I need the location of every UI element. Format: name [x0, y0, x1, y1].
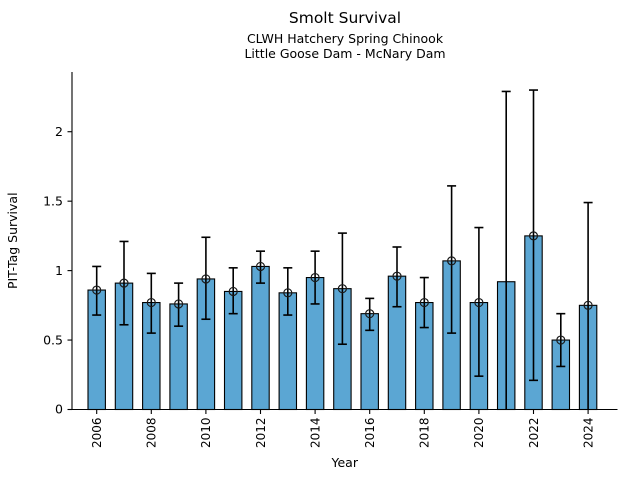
axes	[71, 72, 618, 411]
y-tick-label: 1	[55, 263, 63, 278]
y-tick-label: 2	[55, 124, 63, 139]
marker-2010	[201, 274, 211, 284]
marker-2017	[392, 271, 402, 281]
marker-2015	[337, 284, 347, 294]
marker-2013	[283, 288, 293, 298]
x-tick-label: 2010	[199, 418, 213, 449]
marker-2012	[255, 261, 266, 272]
markers	[92, 231, 593, 345]
y-tick-label: 0.5	[43, 332, 63, 347]
x-tick-label: 2018	[418, 418, 432, 449]
y-tick-label: 1.5	[43, 193, 63, 208]
marker-2016	[365, 309, 375, 319]
marker-2014	[310, 272, 320, 283]
bar-2012	[251, 265, 270, 411]
error-bars	[92, 89, 593, 410]
x-axis-label: Year	[331, 455, 359, 470]
x-tick-label: 2014	[308, 418, 322, 449]
y-axis: 0 0.5 1 1.5 2	[43, 124, 72, 417]
marker-2022	[528, 231, 539, 241]
x-tick-label: 2006	[90, 418, 104, 449]
x-tick-label: 2020	[472, 418, 486, 449]
marker-2019	[447, 256, 457, 266]
marker-2020	[474, 297, 484, 308]
marker-2007	[119, 278, 129, 288]
marker-2023	[556, 335, 566, 345]
y-axis-label: PIT-Tag Survival	[5, 192, 20, 289]
marker-2018	[419, 297, 429, 308]
x-tick-label: 2022	[527, 418, 541, 449]
x-tick-label: 2008	[145, 418, 159, 449]
chart-subtitle-line1: CLWH Hatchery Spring Chinook	[246, 31, 444, 46]
x-tick-label: 2024	[581, 418, 595, 449]
marker-2006	[92, 285, 102, 295]
chart-subtitle-line2: Little Goose Dam - McNary Dam	[244, 46, 446, 61]
marker-2024	[583, 300, 593, 310]
marker-2009	[174, 299, 184, 309]
x-tick-label: 2012	[254, 418, 268, 449]
chart-title: Smolt Survival	[288, 9, 402, 27]
y-tick-label: 0	[55, 402, 63, 417]
x-tick-label: 2016	[363, 418, 377, 449]
marker-2008	[146, 297, 156, 308]
marker-2011	[228, 286, 238, 297]
x-axis: 2006 2008 2010 2012 2014 2016 2018 2020 2022 2024	[90, 409, 595, 449]
